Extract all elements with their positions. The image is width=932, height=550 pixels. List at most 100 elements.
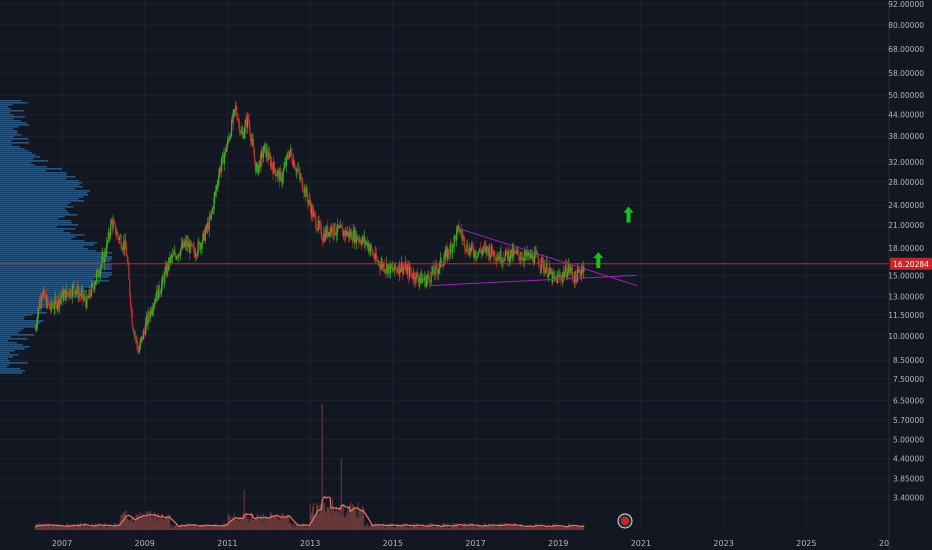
volume-bar xyxy=(300,527,302,530)
profile-bar xyxy=(0,204,68,206)
volume-bar xyxy=(359,509,361,530)
volume-bar xyxy=(191,526,194,530)
volume-bar xyxy=(249,521,251,530)
volume-bar xyxy=(363,526,365,530)
volume-bar xyxy=(166,515,168,530)
trendlines[interactable] xyxy=(430,228,637,287)
volume-bar xyxy=(197,527,199,530)
arrows[interactable] xyxy=(593,206,634,269)
candle-body xyxy=(223,154,225,164)
candle-body xyxy=(444,250,447,258)
volume-bar xyxy=(41,525,43,530)
volume-bar xyxy=(246,518,249,530)
candle-body xyxy=(52,306,54,308)
volume-bar xyxy=(327,508,330,530)
candle-body xyxy=(99,268,101,275)
candle-body xyxy=(66,289,68,294)
volume-bar xyxy=(474,525,476,530)
candle-body xyxy=(112,221,114,228)
volume-bar xyxy=(257,520,260,530)
candle-body xyxy=(547,276,549,277)
volume-bar xyxy=(490,525,492,530)
volume-bar xyxy=(527,525,529,530)
volume-bar xyxy=(326,506,328,530)
volume-bar xyxy=(402,525,404,530)
candle-body xyxy=(347,231,350,238)
candle-body xyxy=(154,299,156,304)
candle-body xyxy=(564,265,567,273)
volume-bar xyxy=(489,524,491,530)
volume-bar xyxy=(154,515,156,530)
volume-bar xyxy=(195,525,197,530)
volume-bar xyxy=(548,524,550,530)
candle-body xyxy=(455,235,457,241)
volume-bar xyxy=(447,522,449,530)
volume-bar xyxy=(387,527,389,530)
candle-body xyxy=(386,264,388,271)
volume-bar xyxy=(149,510,152,530)
volume-bar xyxy=(538,523,540,530)
profile-bar xyxy=(0,206,74,208)
profile-bar xyxy=(0,372,23,374)
volume-bar xyxy=(327,507,329,530)
candle-body xyxy=(440,257,443,266)
candle-body xyxy=(254,154,256,161)
volume-bar xyxy=(398,524,400,530)
volume-bar xyxy=(240,520,242,530)
volume-bar xyxy=(39,523,41,530)
up-arrow-icon xyxy=(593,252,604,269)
candle-body xyxy=(317,220,319,229)
volume-bar xyxy=(382,524,384,530)
profile-bar xyxy=(0,276,109,278)
volume-bar xyxy=(271,513,273,530)
candle-body xyxy=(467,252,470,256)
volume-bar xyxy=(308,525,310,530)
volume-bar xyxy=(147,517,149,530)
volume-bar xyxy=(561,525,563,530)
price-axis[interactable]: 92.0000080.0000068.0000058.0000050.00000… xyxy=(888,0,932,550)
volume-profile xyxy=(0,100,112,374)
profile-bar xyxy=(0,280,109,282)
volume-bar xyxy=(528,525,530,530)
volume-bar xyxy=(297,526,299,530)
replay-button[interactable] xyxy=(617,513,633,529)
candle-body xyxy=(331,226,334,235)
volume-bar xyxy=(272,518,274,530)
volume-bar xyxy=(515,526,517,530)
time-tick-label: 2019 xyxy=(548,539,568,548)
volume-bar xyxy=(277,519,279,530)
volume-bar xyxy=(84,523,86,530)
profile-bar xyxy=(0,270,101,272)
candle-body xyxy=(202,234,204,243)
volume-bar xyxy=(293,523,295,530)
candle-body xyxy=(545,269,547,274)
candle-body xyxy=(225,148,227,152)
volume-bar xyxy=(212,524,214,530)
candle-body xyxy=(518,250,520,256)
candle-body xyxy=(501,262,503,264)
candle-body xyxy=(493,251,495,257)
candle-body xyxy=(215,191,217,194)
candle-body xyxy=(73,285,75,290)
volume-bar xyxy=(471,523,473,530)
candle-body xyxy=(41,296,43,298)
candle-body xyxy=(36,315,39,325)
volume-bar xyxy=(477,524,479,530)
volume-bar xyxy=(193,526,195,530)
candle-body xyxy=(149,309,152,318)
candle-body xyxy=(579,269,581,274)
volume-bar xyxy=(130,518,132,530)
candle-body xyxy=(181,244,183,248)
candle-body xyxy=(355,234,357,243)
profile-bar xyxy=(0,264,112,266)
volume-bar xyxy=(168,514,171,530)
volume-bar xyxy=(535,523,537,530)
volume-bar xyxy=(284,517,286,530)
profile-bar xyxy=(0,232,71,234)
candle-body xyxy=(311,206,313,216)
volume-bar xyxy=(128,520,130,530)
volume-bar xyxy=(96,523,98,530)
time-axis[interactable]: 2007 2009 2011 2013 2015 2017 2019 2021 2023 2025… xyxy=(52,539,889,548)
profile-bar xyxy=(0,122,27,124)
